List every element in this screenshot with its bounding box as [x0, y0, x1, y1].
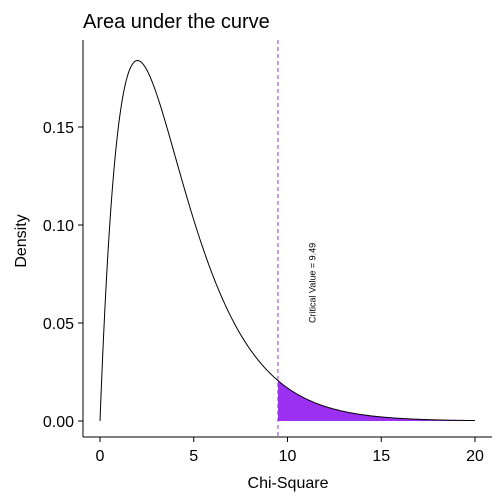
y-tick-label: 0.05	[43, 316, 74, 333]
x-tick-label: 20	[466, 448, 484, 465]
critical-value-annotation: Critical Value = 9.49	[308, 243, 318, 323]
shaded-critical-region	[277, 380, 475, 421]
y-tick-label: 0.15	[43, 120, 74, 137]
plot-area: Critical Value = 9.49	[99, 40, 476, 437]
density-curve	[99, 59, 476, 422]
x-tick-label: 15	[372, 448, 390, 465]
x-axis-ticks: 0 5 10 15 20	[96, 437, 484, 465]
x-tick-label: 0	[96, 448, 105, 465]
x-tick-label: 10	[279, 448, 297, 465]
chart-title: Area under the curve	[83, 11, 270, 33]
x-tick-label: 5	[189, 448, 198, 465]
y-axis-ticks: 0.00 0.05 0.10 0.15	[43, 120, 83, 431]
y-axis-title: Density	[13, 214, 30, 267]
y-tick-label: 0.10	[43, 218, 74, 235]
y-tick-label: 0.00	[43, 414, 74, 431]
x-axis-title: Chi-Square	[248, 475, 329, 492]
